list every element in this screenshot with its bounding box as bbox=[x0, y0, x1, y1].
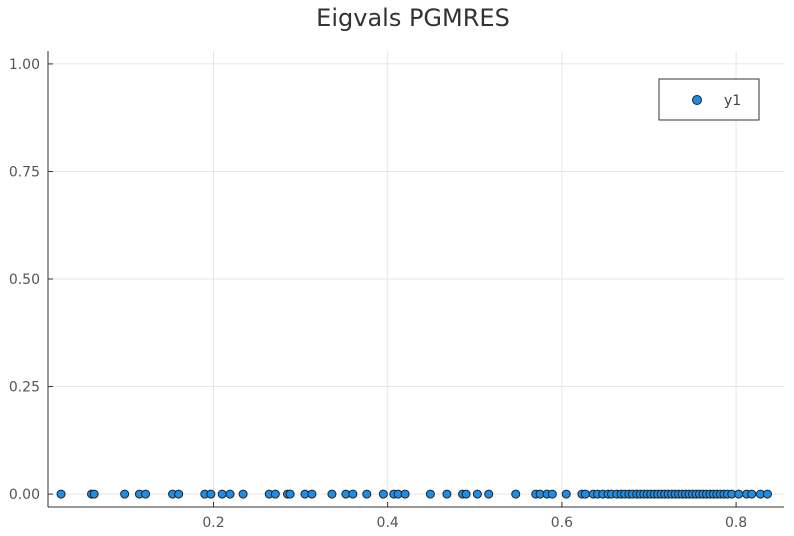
data-point bbox=[327, 489, 337, 499]
data-point bbox=[734, 489, 744, 499]
x-tick-label-3: 0.8 bbox=[725, 515, 747, 531]
data-point bbox=[120, 489, 130, 499]
data-points bbox=[56, 489, 772, 499]
data-point bbox=[348, 489, 358, 499]
data-point bbox=[225, 489, 235, 499]
legend: y1 bbox=[658, 78, 760, 121]
data-point bbox=[362, 489, 372, 499]
data-point bbox=[461, 489, 471, 499]
chart-title: Eigvals PGMRES bbox=[316, 4, 510, 32]
data-point bbox=[89, 489, 99, 499]
legend-box bbox=[658, 78, 760, 121]
legend-marker bbox=[692, 95, 702, 105]
data-point bbox=[217, 489, 227, 499]
data-point bbox=[547, 489, 557, 499]
data-point bbox=[484, 489, 494, 499]
data-point bbox=[206, 489, 216, 499]
axes bbox=[47, 51, 784, 508]
data-point bbox=[141, 489, 151, 499]
data-point bbox=[425, 489, 435, 499]
y-tick-label-0: 0.00 bbox=[9, 487, 40, 503]
data-point bbox=[511, 489, 521, 499]
data-point bbox=[762, 489, 772, 499]
x-tick-label-0: 0.2 bbox=[202, 515, 224, 531]
data-point bbox=[442, 489, 452, 499]
data-point bbox=[56, 489, 66, 499]
data-point bbox=[378, 489, 388, 499]
data-point bbox=[307, 489, 317, 499]
y-tick-label-3: 0.75 bbox=[9, 164, 40, 180]
x-tick-label-2: 0.6 bbox=[551, 515, 573, 531]
data-point bbox=[285, 489, 295, 499]
y-tick-label-1: 0.25 bbox=[9, 380, 40, 396]
tick-labels: 0.2 0.4 0.6 0.8 0.00 0.25 0.50 0.75 1.00 bbox=[9, 57, 747, 531]
data-point bbox=[747, 489, 757, 499]
data-point bbox=[400, 489, 410, 499]
legend-label: y1 bbox=[724, 93, 741, 109]
x-tick-label-1: 0.4 bbox=[377, 515, 399, 531]
data-point bbox=[238, 489, 248, 499]
y-tick-label-4: 1.00 bbox=[9, 57, 40, 73]
data-point bbox=[561, 489, 571, 499]
data-point bbox=[472, 489, 482, 499]
y-tick-label-2: 0.50 bbox=[9, 272, 40, 288]
data-point bbox=[174, 489, 184, 499]
data-point bbox=[270, 489, 280, 499]
data-point bbox=[580, 489, 590, 499]
